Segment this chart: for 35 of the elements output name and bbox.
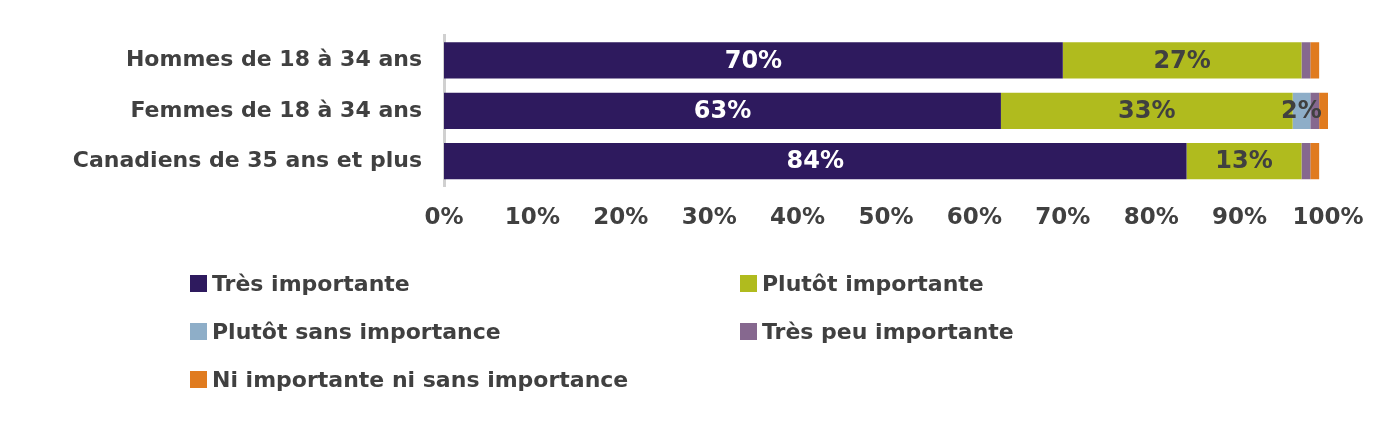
legend-label: Très peu importante (762, 318, 1014, 344)
data-label: 33% (1118, 96, 1176, 125)
y-tick-label: Hommes de 18 à 34 ans (125, 46, 422, 72)
data-label: 13% (1215, 146, 1273, 175)
y-tick-label: Femmes de 18 à 34 ans (130, 96, 422, 122)
bar (1319, 92, 1328, 129)
legend-label: Plutôt sans importance (212, 318, 501, 344)
bar (1310, 42, 1320, 79)
bar (1301, 143, 1311, 180)
legend-label: Très importante (212, 270, 410, 296)
legend-label: Ni importante ni sans importance (212, 366, 629, 392)
data-label: 84% (786, 146, 845, 175)
data-label: 27% (1153, 45, 1211, 74)
bar (444, 92, 1001, 129)
x-tick-label: 100% (1292, 203, 1364, 230)
x-tick-label: 80% (1123, 203, 1179, 230)
data-label: 70% (724, 45, 783, 74)
legend-label: Plutôt importante (762, 270, 984, 296)
data-label: 63% (693, 96, 752, 125)
x-tick-label: 10% (504, 203, 560, 230)
bar (1301, 42, 1311, 79)
bar (444, 42, 1063, 79)
x-tick-label: 0% (424, 203, 464, 230)
bar (444, 143, 1187, 180)
x-tick-label: 50% (858, 203, 914, 230)
x-tick-label: 90% (1212, 203, 1268, 230)
x-tick-label: 40% (770, 203, 826, 230)
x-tick-label: 60% (946, 203, 1002, 230)
x-tick-label: 20% (593, 203, 649, 230)
x-tick-label: 70% (1035, 203, 1091, 230)
y-tick-label: Canadiens de 35 ans et plus (72, 146, 422, 172)
bar (1062, 42, 1302, 79)
x-tick-label: 30% (681, 203, 737, 230)
bar (1310, 143, 1320, 180)
data-label: 2% (1281, 96, 1322, 125)
